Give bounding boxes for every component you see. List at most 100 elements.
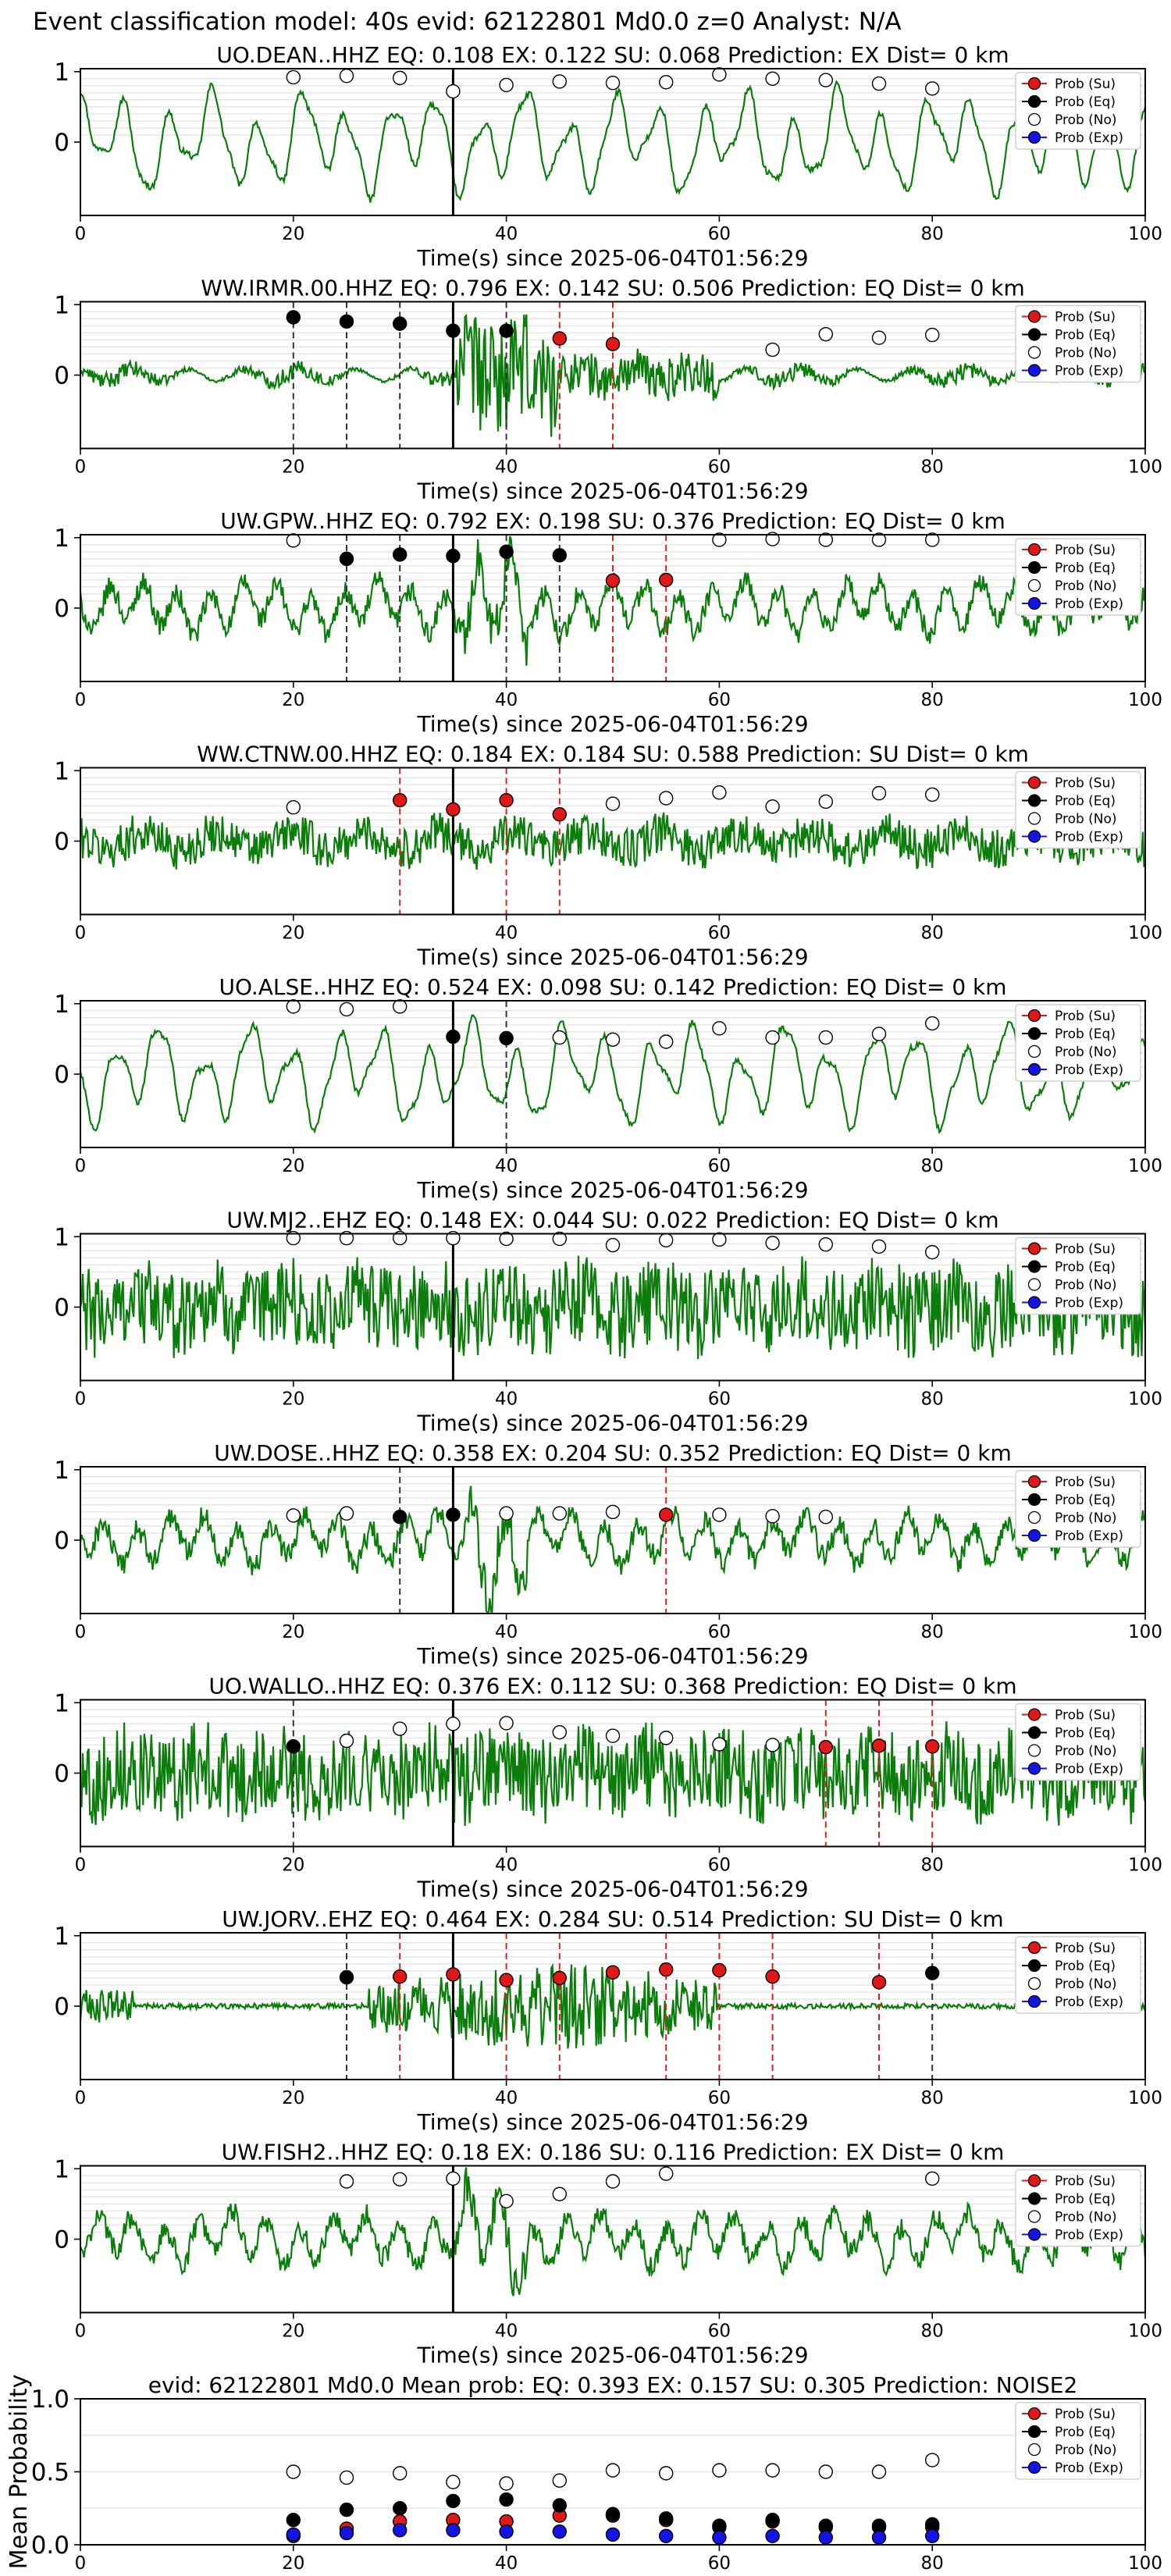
x-tick-label: 20: [282, 923, 304, 944]
legend-frame: [1015, 538, 1141, 616]
mean-point-exp: [924, 2528, 940, 2543]
x-tick-label: 40: [495, 2553, 518, 2574]
panel-10: UW.FISH2..HHZ EQ: 0.18 EX: 0.186 SU: 0.1…: [54, 2140, 1162, 2368]
legend-marker-eq: [1027, 1260, 1041, 1273]
mean-point-no: [552, 2473, 567, 2488]
waveform-trace: [80, 2167, 1145, 2297]
x-tick-label: 80: [921, 2088, 944, 2108]
plot-frame: [80, 68, 1146, 216]
series-exp: [286, 2523, 940, 2545]
x-tick-label: 60: [708, 1622, 731, 1642]
legend-marker-no: [1027, 1744, 1041, 1757]
prob-point-no: [659, 2166, 674, 2181]
x-tick-label: 20: [282, 2088, 304, 2108]
legend-marker-eq: [1027, 560, 1041, 575]
x-tick-label: 60: [708, 2322, 731, 2342]
y-tick-label: 1: [54, 1457, 69, 1485]
x-tick-label: 100: [1128, 457, 1162, 478]
legend-marker-no: [1027, 812, 1041, 825]
legend-label-su: Prob (Su): [1055, 1708, 1116, 1724]
legend-label-eq: Prob (Eq): [1055, 328, 1116, 343]
legend-marker-eq: [1027, 1959, 1041, 1973]
prob-point-no: [765, 799, 780, 814]
legend-label-su: Prob (Su): [1055, 2407, 1116, 2422]
prob-point-eq: [446, 1029, 461, 1044]
prob-point-no: [286, 799, 301, 815]
legend-label-no: Prob (No): [1055, 1044, 1117, 1060]
prob-point-su: [924, 1739, 940, 1754]
legend-label-no: Prob (No): [1055, 1510, 1117, 1526]
legend: Prob (Su) Prob (Eq) Prob (No) Prob (Exp): [1015, 2169, 1141, 2247]
panel-9: UW.JORV..EHZ EQ: 0.464 EX: 0.284 SU: 0.5…: [54, 1906, 1162, 2135]
x-tick-label: 40: [495, 2322, 518, 2342]
x-tick-label: 60: [708, 2553, 731, 2574]
legend-marker-su: [1027, 1941, 1041, 1955]
legend-marker-no: [1027, 1044, 1041, 1059]
x-tick-label: 40: [495, 1156, 518, 1176]
prob-point-no: [605, 1237, 621, 1253]
y-tick-label: 0: [54, 1061, 69, 1089]
legend-marker-su: [1027, 2174, 1041, 2187]
x-tick-label: 0: [75, 1622, 87, 1642]
panel-7: UW.DOSE..HHZ EQ: 0.358 EX: 0.204 SU: 0.3…: [54, 1440, 1162, 1669]
x-axis-label: Time(s) since 2025-06-04T01:56:29: [416, 245, 808, 271]
x-tick-label: 60: [708, 1156, 731, 1176]
prob-point-no: [765, 1738, 780, 1752]
prob-point-no: [924, 1244, 940, 1260]
prob-point-su: [871, 1738, 887, 1753]
x-tick-label: 20: [282, 2553, 304, 2574]
prob-point-no: [924, 787, 940, 802]
prob-point-su: [393, 1969, 408, 1984]
y-tick-label: 1: [54, 291, 69, 319]
x-tick-label: 100: [1128, 1622, 1162, 1642]
prob-point-su: [499, 792, 514, 808]
prob-point-eq: [339, 1969, 354, 1985]
panel-3: UW.GPW..HHZ EQ: 0.792 EX: 0.198 SU: 0.37…: [54, 508, 1162, 737]
prob-point-no: [871, 330, 887, 345]
legend-label-eq: Prob (Eq): [1055, 1493, 1116, 1508]
series-eq: [286, 2492, 940, 2533]
prob-point-no: [765, 71, 780, 86]
prob-point-no: [765, 532, 780, 546]
x-tick-label: 80: [921, 1856, 944, 1876]
waveform-trace: [80, 1721, 1145, 1827]
legend-marker-su: [1027, 1009, 1041, 1023]
legend-label-no: Prob (No): [1055, 112, 1117, 128]
prob-point-no: [499, 1231, 514, 1247]
x-tick-label: 80: [921, 690, 944, 710]
mean-point-exp: [765, 2528, 780, 2543]
legend-marker-eq: [1027, 328, 1041, 341]
panel-title: UW.JORV..EHZ EQ: 0.464 EX: 0.284 SU: 0.5…: [222, 1906, 1003, 1932]
prob-point-no: [605, 2174, 621, 2189]
legend-marker-exp: [1027, 830, 1041, 843]
prob-point-eq: [499, 544, 514, 560]
legend-label-eq: Prob (Eq): [1055, 1260, 1116, 1276]
prob-point-no: [871, 785, 887, 801]
panel-title: UW.MJ2..EHZ EQ: 0.148 EX: 0.044 SU: 0.02…: [226, 1208, 998, 1233]
legend-label-exp: Prob (Exp): [1055, 1528, 1123, 1544]
prob-point-no: [712, 67, 727, 82]
prob-point-no: [818, 73, 834, 87]
x-tick-label: 60: [708, 224, 731, 244]
legend-label-exp: Prob (Exp): [1055, 596, 1123, 612]
x-tick-label: 0: [75, 457, 87, 478]
prob-point-su: [712, 1962, 727, 1978]
legend-marker-su: [1027, 543, 1041, 557]
panel-title: WW.IRMR.00.HHZ EQ: 0.796 EX: 0.142 SU: 0…: [201, 276, 1025, 301]
prob-point-eq: [924, 1966, 940, 1980]
panel-title: UW.GPW..HHZ EQ: 0.792 EX: 0.198 SU: 0.37…: [220, 508, 1005, 534]
prob-point-no: [393, 999, 408, 1014]
x-tick-label: 40: [495, 923, 518, 944]
x-tick-label: 0: [75, 2322, 87, 2342]
prob-point-su: [552, 807, 567, 822]
x-tick-label: 100: [1128, 1389, 1162, 1410]
legend-marker-eq: [1027, 1726, 1041, 1739]
prob-point-su: [446, 1967, 461, 1982]
mean-point-exp: [605, 2527, 621, 2542]
x-tick-label: 80: [921, 224, 944, 244]
legend-label-eq: Prob (Eq): [1055, 1726, 1116, 1742]
legend-frame: [1015, 72, 1141, 150]
legend-label-no: Prob (No): [1055, 578, 1117, 594]
mean-point-exp: [339, 2525, 354, 2541]
prob-point-no: [499, 77, 514, 93]
